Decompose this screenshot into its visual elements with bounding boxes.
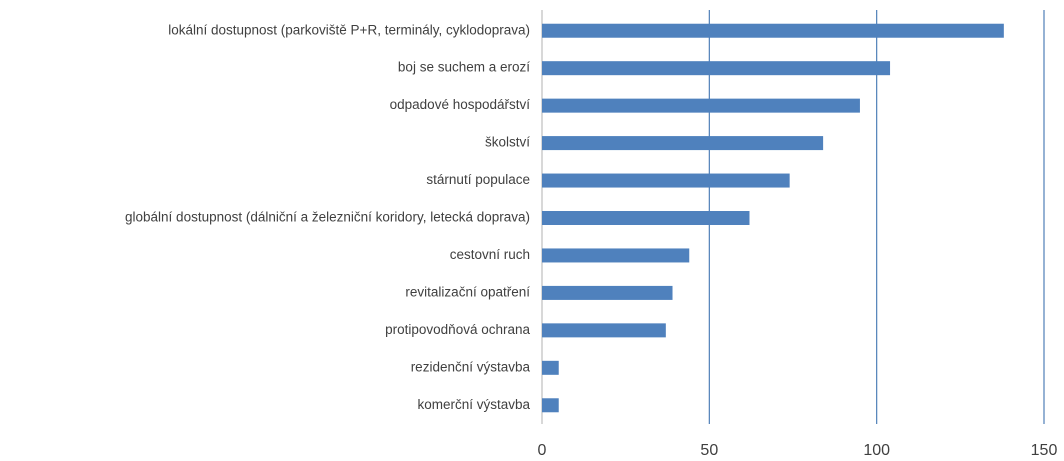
x-tick-label: 150 <box>1031 442 1058 459</box>
y-tick-label: rezidenční výstavba <box>411 359 531 374</box>
x-tick-label: 100 <box>863 442 890 459</box>
y-tick-label: stárnutí populace <box>426 172 530 187</box>
y-tick-label: protipovodňová ochrana <box>385 322 530 337</box>
bar <box>542 173 790 188</box>
y-tick-label: školství <box>485 135 530 150</box>
bar <box>542 23 1004 38</box>
bar <box>542 98 860 113</box>
bar <box>542 248 690 263</box>
bar <box>542 360 559 375</box>
y-tick-label: cestovní ruch <box>450 247 530 262</box>
bar <box>542 136 824 151</box>
y-tick-label: globální dostupnost (dálniční a železnič… <box>125 210 530 225</box>
y-tick-label: boj se suchem a erozí <box>398 60 530 75</box>
bar <box>542 285 673 300</box>
y-tick-label: revitalizační opatření <box>405 284 530 299</box>
x-tick-label: 50 <box>700 442 718 459</box>
y-tick-label: komerční výstavba <box>417 397 530 412</box>
bar <box>542 61 891 76</box>
bar <box>542 211 750 225</box>
y-tick-label: lokální dostupnost (parkoviště P+R, term… <box>168 22 530 37</box>
y-tick-label: odpadové hospodářství <box>390 97 531 112</box>
bar <box>542 323 666 338</box>
x-tick-label: 0 <box>538 442 547 459</box>
bar <box>542 398 559 413</box>
